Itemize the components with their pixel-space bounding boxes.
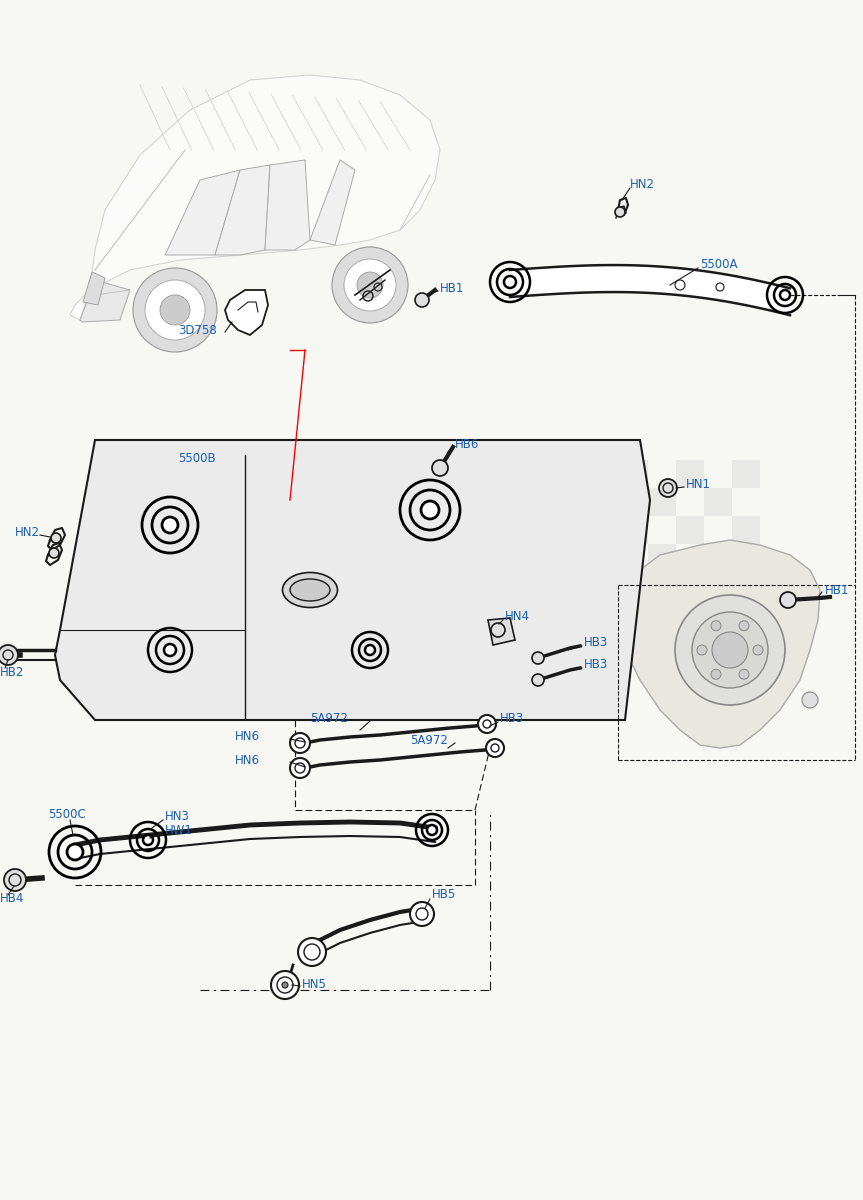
Text: HB2: HB2 <box>0 666 24 678</box>
Text: HN2: HN2 <box>630 179 655 192</box>
Bar <box>676 460 704 488</box>
Text: 5500C: 5500C <box>48 809 85 822</box>
Circle shape <box>365 646 375 655</box>
Text: HB4: HB4 <box>0 892 24 905</box>
Text: 5500B: 5500B <box>178 451 216 464</box>
Bar <box>620 516 648 544</box>
Bar <box>676 516 704 544</box>
Text: HN3: HN3 <box>165 810 190 822</box>
Circle shape <box>802 692 818 708</box>
Text: HB3: HB3 <box>584 659 608 672</box>
Circle shape <box>332 247 408 323</box>
Circle shape <box>133 268 217 352</box>
Circle shape <box>143 835 153 845</box>
Circle shape <box>4 869 26 890</box>
Circle shape <box>427 826 437 835</box>
Circle shape <box>478 715 496 733</box>
Polygon shape <box>620 540 820 748</box>
Polygon shape <box>215 164 270 254</box>
Text: HB1: HB1 <box>825 583 849 596</box>
Circle shape <box>67 844 83 860</box>
Circle shape <box>432 460 448 476</box>
Bar <box>704 488 732 516</box>
Text: HB3: HB3 <box>500 712 524 725</box>
Text: HB3: HB3 <box>584 636 608 649</box>
Circle shape <box>145 280 205 340</box>
Circle shape <box>491 623 505 637</box>
Circle shape <box>780 290 790 300</box>
Text: HB6: HB6 <box>455 438 479 451</box>
Text: 5A972: 5A972 <box>310 712 348 725</box>
Text: HN6: HN6 <box>235 731 260 744</box>
Text: HN5: HN5 <box>302 978 327 991</box>
Circle shape <box>290 758 310 778</box>
Text: HB5: HB5 <box>432 888 457 901</box>
Bar <box>676 572 704 600</box>
Circle shape <box>51 533 61 542</box>
Ellipse shape <box>282 572 337 607</box>
Polygon shape <box>80 280 130 322</box>
Circle shape <box>357 272 383 298</box>
Bar <box>648 544 676 572</box>
Circle shape <box>160 295 190 325</box>
Bar <box>620 572 648 600</box>
Circle shape <box>298 938 326 966</box>
Circle shape <box>711 670 721 679</box>
Circle shape <box>504 276 516 288</box>
Circle shape <box>780 592 796 608</box>
Circle shape <box>711 620 721 631</box>
Polygon shape <box>310 160 355 245</box>
Text: 3D758: 3D758 <box>178 324 217 336</box>
Circle shape <box>692 612 768 688</box>
Text: scuderia: scuderia <box>223 571 502 629</box>
Bar <box>704 544 732 572</box>
Circle shape <box>739 670 749 679</box>
Text: HB1: HB1 <box>440 282 464 294</box>
Text: HN1: HN1 <box>686 478 711 491</box>
Text: HW1: HW1 <box>165 823 192 836</box>
Polygon shape <box>83 272 105 305</box>
Polygon shape <box>225 290 268 335</box>
Circle shape <box>164 644 176 656</box>
Circle shape <box>410 902 434 926</box>
Circle shape <box>0 646 18 665</box>
Bar <box>732 460 760 488</box>
Polygon shape <box>265 160 310 250</box>
Polygon shape <box>70 74 440 320</box>
Polygon shape <box>165 170 240 254</box>
Circle shape <box>753 646 763 655</box>
Circle shape <box>532 652 544 664</box>
Circle shape <box>659 479 677 497</box>
Circle shape <box>486 739 504 757</box>
Circle shape <box>415 293 429 307</box>
Text: 5500A: 5500A <box>700 258 738 271</box>
Circle shape <box>697 646 707 655</box>
Circle shape <box>290 733 310 754</box>
Circle shape <box>615 206 625 217</box>
Circle shape <box>712 632 748 668</box>
Bar <box>648 488 676 516</box>
Ellipse shape <box>290 578 330 601</box>
Bar <box>732 572 760 600</box>
Text: 5A972: 5A972 <box>410 733 448 746</box>
Bar <box>620 460 648 488</box>
Text: pa r t s: pa r t s <box>277 653 413 691</box>
Text: HN2: HN2 <box>15 526 40 539</box>
Circle shape <box>162 517 178 533</box>
Circle shape <box>49 548 59 558</box>
Circle shape <box>739 620 749 631</box>
Circle shape <box>271 971 299 998</box>
Circle shape <box>421 502 439 518</box>
Polygon shape <box>488 618 515 646</box>
Text: HN4: HN4 <box>505 610 530 623</box>
Bar <box>732 516 760 544</box>
Circle shape <box>282 982 288 988</box>
Circle shape <box>532 674 544 686</box>
Circle shape <box>675 595 785 704</box>
Circle shape <box>344 259 396 311</box>
Polygon shape <box>55 440 650 720</box>
Text: HN6: HN6 <box>235 754 260 767</box>
